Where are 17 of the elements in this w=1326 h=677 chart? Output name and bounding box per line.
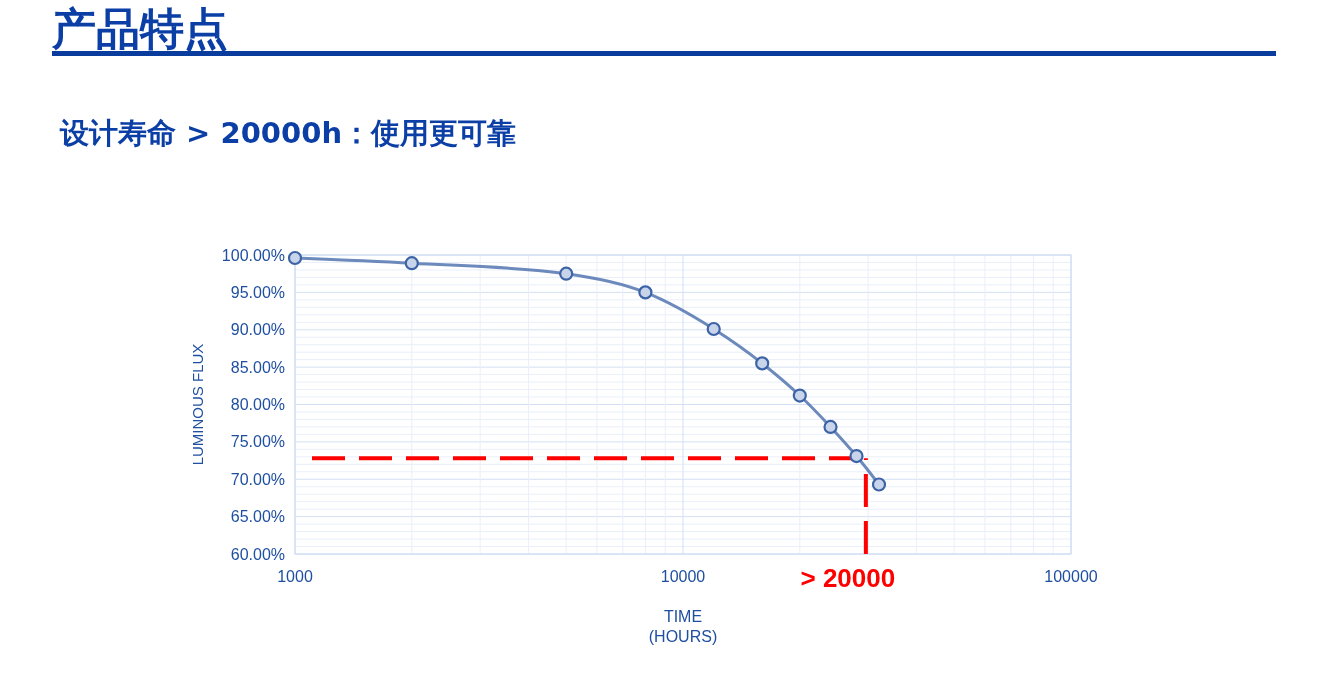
y-tick-label: 70.00% [230, 470, 285, 488]
y-tick-label: 85.00% [230, 358, 285, 376]
x-tick-label: 1000 [277, 568, 313, 585]
x-tick-label: 10000 [660, 568, 706, 585]
y-tick-label: 65.00% [230, 508, 285, 526]
chart-subtitle: 设计寿命 > 20000h：使用更可靠 [59, 116, 517, 150]
y-tick-label: 75.00% [230, 433, 285, 451]
y-axis-title: LUMINOUS FLUX [189, 343, 206, 466]
y-tick-label: 100.00% [221, 246, 285, 264]
y-tick-label: 60.00% [230, 545, 285, 563]
chart-title: 产品特点 [51, 3, 228, 54]
text: > 20000 [800, 563, 896, 593]
x-axis-title: TIME (HOURS) [648, 608, 718, 645]
y-tick-label: 90.00% [230, 321, 285, 339]
y-tick-label: 95.00% [230, 283, 285, 301]
y-tick-label: 80.00% [230, 396, 285, 414]
x-tick-label: 100000 [1044, 568, 1098, 585]
